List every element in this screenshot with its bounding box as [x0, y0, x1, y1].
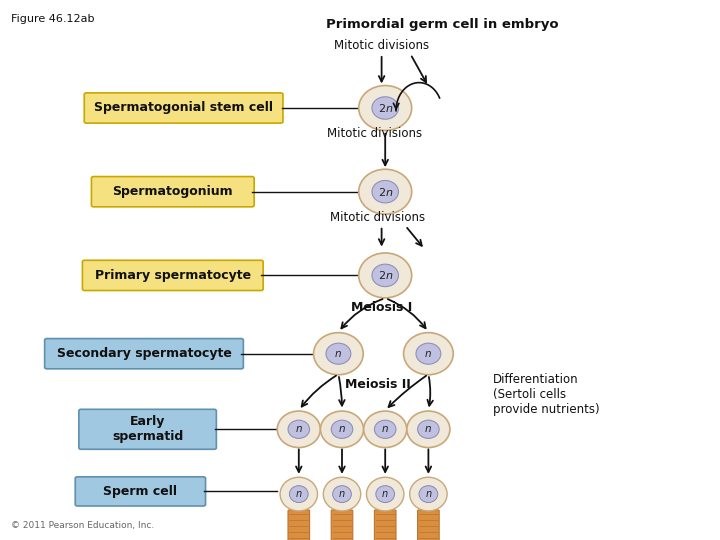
Text: Mitotic divisions: Mitotic divisions	[330, 211, 426, 224]
Ellipse shape	[374, 420, 396, 438]
Ellipse shape	[376, 485, 395, 503]
Ellipse shape	[419, 485, 438, 503]
Ellipse shape	[323, 477, 361, 511]
Ellipse shape	[372, 180, 398, 203]
FancyBboxPatch shape	[374, 510, 396, 540]
Ellipse shape	[372, 97, 398, 119]
Ellipse shape	[359, 85, 412, 131]
Ellipse shape	[326, 343, 351, 364]
Text: Primary spermatocyte: Primary spermatocyte	[95, 269, 251, 282]
Text: © 2011 Pearson Education, Inc.: © 2011 Pearson Education, Inc.	[11, 521, 154, 530]
Text: $n$: $n$	[338, 489, 346, 499]
FancyBboxPatch shape	[82, 260, 264, 291]
Text: $n$: $n$	[425, 489, 432, 499]
FancyBboxPatch shape	[331, 510, 353, 540]
Text: $n$: $n$	[382, 489, 389, 499]
Text: Spermatogonium: Spermatogonium	[112, 185, 233, 198]
FancyBboxPatch shape	[84, 93, 283, 123]
Text: $n$: $n$	[295, 424, 302, 434]
Text: $n$: $n$	[425, 424, 432, 434]
Ellipse shape	[403, 333, 454, 375]
Text: $n$: $n$	[335, 349, 342, 359]
Ellipse shape	[407, 411, 450, 448]
Text: $2n$: $2n$	[377, 186, 393, 198]
Text: $n$: $n$	[425, 349, 432, 359]
Text: $n$: $n$	[295, 489, 302, 499]
FancyBboxPatch shape	[288, 510, 310, 540]
Ellipse shape	[331, 420, 353, 438]
Ellipse shape	[364, 411, 407, 448]
Ellipse shape	[289, 485, 308, 503]
Text: Spermatogonial stem cell: Spermatogonial stem cell	[94, 102, 273, 114]
Text: Figure 46.12ab: Figure 46.12ab	[11, 14, 94, 24]
Text: Mitotic divisions: Mitotic divisions	[334, 39, 429, 52]
Ellipse shape	[280, 477, 318, 511]
Ellipse shape	[366, 477, 404, 511]
Text: Differentiation
(Sertoli cells
provide nutrients): Differentiation (Sertoli cells provide n…	[493, 373, 600, 416]
Text: Mitotic divisions: Mitotic divisions	[327, 127, 422, 140]
FancyBboxPatch shape	[91, 177, 254, 207]
Text: $n$: $n$	[338, 424, 346, 434]
Text: Meiosis I: Meiosis I	[351, 301, 413, 314]
Ellipse shape	[313, 333, 363, 375]
FancyBboxPatch shape	[76, 477, 206, 506]
Text: $n$: $n$	[382, 424, 389, 434]
Text: Meiosis II: Meiosis II	[345, 378, 411, 391]
Text: $2n$: $2n$	[377, 102, 393, 114]
FancyBboxPatch shape	[45, 339, 243, 369]
Ellipse shape	[277, 411, 320, 448]
Ellipse shape	[288, 420, 310, 438]
Text: Sperm cell: Sperm cell	[104, 485, 177, 498]
FancyBboxPatch shape	[418, 510, 439, 540]
Ellipse shape	[359, 253, 412, 298]
Ellipse shape	[320, 411, 364, 448]
Text: Early
spermatid: Early spermatid	[112, 415, 183, 443]
Text: Primordial germ cell in embryo: Primordial germ cell in embryo	[326, 18, 559, 31]
Ellipse shape	[359, 169, 412, 214]
Text: Secondary spermatocyte: Secondary spermatocyte	[57, 347, 231, 360]
Text: $2n$: $2n$	[377, 269, 393, 281]
Ellipse shape	[416, 343, 441, 364]
Ellipse shape	[418, 420, 439, 438]
Ellipse shape	[372, 264, 398, 287]
Ellipse shape	[410, 477, 447, 511]
Ellipse shape	[333, 485, 351, 503]
FancyBboxPatch shape	[78, 409, 216, 449]
